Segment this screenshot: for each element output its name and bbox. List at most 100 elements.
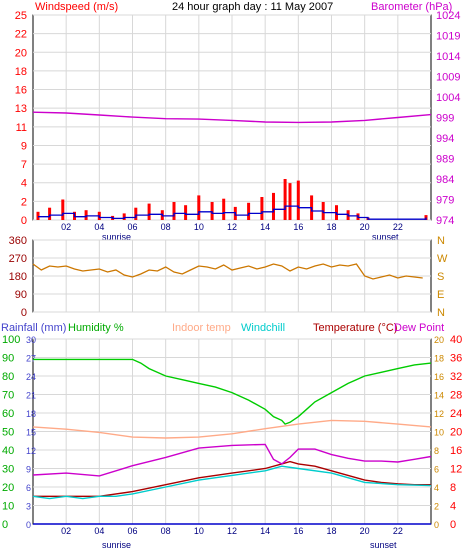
rain-tick-label: 9 bbox=[26, 465, 31, 475]
temp-tick-label: 40 bbox=[450, 334, 462, 346]
y2-tick-label: 994 bbox=[436, 133, 454, 145]
dew-tick-label: 2 bbox=[434, 502, 439, 512]
y2-tick-label: N bbox=[437, 307, 445, 319]
humidity-tick-label: 70 bbox=[2, 390, 14, 402]
y-tick-label: 2 bbox=[21, 196, 27, 208]
y-tick-label: 270 bbox=[9, 253, 27, 265]
rain-tick-label: 3 bbox=[26, 502, 31, 512]
x-tick-label: 06 bbox=[127, 526, 137, 536]
y2-tick-label: 974 bbox=[436, 215, 454, 227]
humidity-series bbox=[33, 358, 432, 425]
barometer-label: Barometer (hPa) bbox=[371, 1, 452, 13]
x-tick-label: 10 bbox=[194, 222, 204, 232]
temp-tick-label: 32 bbox=[450, 371, 462, 383]
sunset-label-2: sunset bbox=[370, 540, 397, 550]
humidity-tick-label: 100 bbox=[2, 334, 20, 346]
gust-bar bbox=[296, 180, 300, 220]
y2-tick-label: 1024 bbox=[436, 10, 460, 22]
humidity-tick-label: 50 bbox=[2, 427, 14, 439]
rain-tick-label: 6 bbox=[26, 483, 31, 493]
direction-series bbox=[32, 263, 423, 280]
gust-bar bbox=[260, 197, 264, 220]
y2-tick-label: 1014 bbox=[436, 51, 460, 63]
y-tick-label: 0 bbox=[21, 307, 27, 319]
x-tick-label: 04 bbox=[94, 222, 104, 232]
dew-tick-label: 14 bbox=[434, 391, 444, 401]
y-tick-label: 0 bbox=[21, 215, 27, 227]
rain-tick-label: 27 bbox=[26, 354, 36, 364]
rain-tick-label: 18 bbox=[26, 409, 36, 419]
legend-humidity: Humidity % bbox=[68, 322, 124, 334]
x-tick-label: 16 bbox=[293, 222, 303, 232]
humidity-tick-label: 10 bbox=[2, 501, 14, 513]
y2-tick-label: 984 bbox=[436, 174, 454, 186]
x-tick-label: 12 bbox=[227, 222, 237, 232]
sunset-label-1: sunset bbox=[372, 232, 399, 242]
y-tick-label: 9 bbox=[21, 140, 27, 152]
x-tick-label: 18 bbox=[326, 222, 336, 232]
humidity-tick-label: 20 bbox=[2, 482, 14, 494]
dewpoint-series bbox=[32, 443, 432, 477]
grid-layer bbox=[33, 14, 431, 525]
temp-tick-label: 28 bbox=[450, 390, 462, 402]
indoor-temp-series bbox=[32, 419, 432, 439]
y-tick-label: 20 bbox=[15, 47, 27, 59]
temp-tick-label: 16 bbox=[450, 445, 462, 457]
rain-tick-label: 0 bbox=[26, 520, 31, 530]
windchill-series bbox=[32, 465, 432, 500]
x-tick-label: 16 bbox=[293, 526, 303, 536]
temp-tick-label: 20 bbox=[450, 427, 462, 439]
y-tick-label: 22 bbox=[15, 29, 27, 41]
y2-tick-label: N bbox=[437, 235, 445, 247]
sunrise-label-2: sunrise bbox=[102, 540, 131, 550]
dew-tick-label: 12 bbox=[434, 409, 444, 419]
sunrise-label-1: sunrise bbox=[102, 232, 131, 242]
humidity-tick-label: 30 bbox=[2, 464, 14, 476]
gust-bar bbox=[147, 203, 151, 220]
temp-tick-label: 12 bbox=[450, 464, 462, 476]
temperature-series bbox=[33, 460, 431, 497]
series-layer bbox=[32, 111, 432, 525]
y2-tick-label: 989 bbox=[436, 154, 454, 166]
chart-title: 24 hour graph day : 11 May 2007 bbox=[172, 1, 333, 13]
humidity-tick-label: 60 bbox=[2, 408, 14, 420]
x-tick-label: 22 bbox=[393, 526, 403, 536]
x-tick-label: 02 bbox=[61, 526, 71, 536]
y-tick-label: 13 bbox=[15, 103, 27, 115]
gust-bar bbox=[272, 192, 275, 220]
y2-tick-label: 1009 bbox=[436, 72, 460, 84]
gust-bar bbox=[134, 207, 138, 220]
legend-rainfall: Rainfall (mm) bbox=[1, 322, 66, 334]
gust-bar bbox=[36, 211, 40, 220]
y2-tick-label: 1004 bbox=[436, 92, 460, 104]
y2-tick-label: W bbox=[437, 253, 448, 265]
x-tick-label: 14 bbox=[260, 222, 270, 232]
y-tick-label: 25 bbox=[15, 10, 27, 22]
x-tick-label: 14 bbox=[260, 526, 270, 536]
dew-tick-label: 18 bbox=[434, 354, 444, 364]
wind-avg-series bbox=[38, 205, 427, 220]
gust-bar bbox=[61, 199, 65, 220]
y-tick-label: 90 bbox=[15, 289, 27, 301]
windspeed-label: Windspeed (m/s) bbox=[35, 1, 118, 13]
y2-tick-label: 979 bbox=[436, 195, 454, 207]
dew-tick-label: 8 bbox=[434, 446, 439, 456]
rain-tick-label: 21 bbox=[26, 391, 36, 401]
y-tick-label: 7 bbox=[21, 159, 27, 171]
rain-tick-label: 30 bbox=[26, 335, 36, 345]
legend-windchill: Windchill bbox=[241, 322, 285, 334]
rain-tick-label: 15 bbox=[26, 428, 36, 438]
temp-tick-label: 36 bbox=[450, 353, 462, 365]
dew-tick-label: 10 bbox=[434, 428, 444, 438]
x-tick-label: 10 bbox=[194, 526, 204, 536]
humidity-tick-label: 40 bbox=[2, 445, 14, 457]
gust-bar bbox=[84, 210, 88, 220]
y2-tick-label: 1019 bbox=[436, 31, 460, 43]
gust-bar bbox=[197, 195, 201, 220]
gust-bar bbox=[222, 198, 226, 220]
humidity-tick-label: 0 bbox=[2, 519, 8, 531]
legend-indoor: Indoor temp bbox=[172, 322, 231, 334]
barometer-series bbox=[32, 111, 432, 124]
temp-tick-label: 0 bbox=[450, 519, 456, 531]
